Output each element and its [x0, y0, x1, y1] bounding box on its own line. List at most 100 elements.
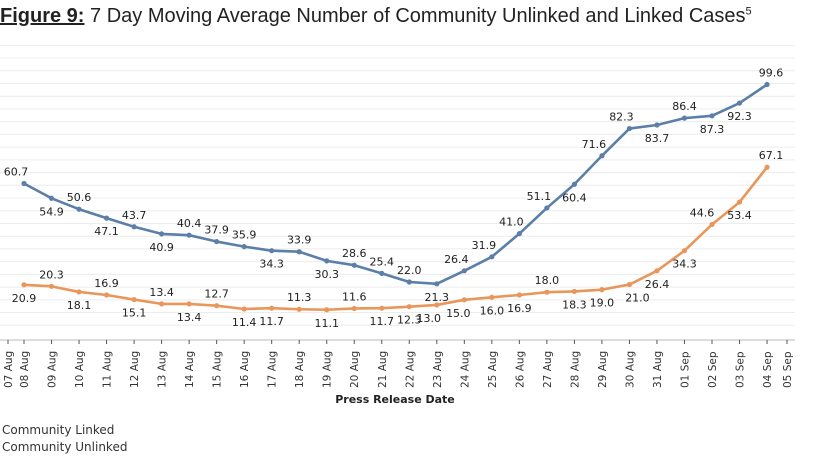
- x-tick-label: 14 Aug: [184, 351, 196, 388]
- data-point: [214, 238, 220, 245]
- data-point: [571, 181, 578, 187]
- data-label: 22.0: [397, 264, 422, 277]
- data-label: 60.7: [4, 166, 29, 179]
- x-tick-label: 29 Aug: [597, 351, 609, 388]
- data-point: [296, 249, 302, 255]
- data-point: [241, 244, 247, 250]
- data-label: 34.3: [259, 258, 284, 271]
- data-label: 28.6: [342, 247, 367, 260]
- data-point: [709, 221, 715, 228]
- data-point: [48, 283, 55, 289]
- data-point: [159, 231, 165, 237]
- legend-item-unlinked: Community Unlinked: [2, 440, 127, 454]
- x-tick-label: 22 Aug: [404, 351, 416, 388]
- legend-item-linked: Community Linked: [2, 423, 114, 437]
- x-tick-label: 23 Aug: [432, 351, 444, 388]
- data-label: 37.9: [204, 224, 229, 237]
- title-text: 7 Day Moving Average Number of Community…: [84, 5, 746, 27]
- data-point: [599, 287, 605, 293]
- data-point: [324, 258, 330, 264]
- x-tick-label: 15 Aug: [212, 351, 224, 388]
- data-label: 41.0: [499, 216, 524, 229]
- data-point: [681, 115, 688, 121]
- data-label: 47.1: [94, 225, 119, 238]
- data-point: [406, 279, 412, 285]
- data-label: 67.1: [759, 149, 784, 162]
- x-tick-label: 20 Aug: [349, 351, 361, 388]
- data-label: 18.0: [535, 274, 560, 287]
- data-point: [709, 113, 715, 119]
- data-label: 86.4: [672, 100, 697, 113]
- data-point: [626, 281, 633, 288]
- data-point: [131, 224, 137, 230]
- data-label: 25.4: [370, 255, 395, 268]
- x-tick-label: 07 Aug: [3, 351, 15, 388]
- data-point: [654, 268, 660, 274]
- data-label: 18.3: [562, 298, 587, 311]
- data-label: 12.3: [397, 314, 422, 327]
- data-point: [434, 302, 440, 308]
- data-point: [21, 282, 27, 288]
- data-point: [324, 307, 330, 313]
- data-point: [159, 301, 165, 307]
- data-point: [103, 292, 110, 298]
- data-label: 16.9: [507, 302, 532, 315]
- figure-number: Figure 9:: [0, 5, 85, 27]
- data-point: [764, 164, 770, 170]
- data-label: 43.7: [122, 209, 147, 222]
- data-point: [351, 262, 357, 268]
- data-label: 21.0: [625, 292, 650, 305]
- data-label: 83.7: [645, 132, 670, 145]
- data-label: 21.3: [425, 291, 450, 304]
- data-point: [269, 305, 275, 311]
- data-point: [76, 289, 82, 295]
- data-point: [351, 305, 357, 312]
- data-label: 26.4: [444, 253, 469, 266]
- data-point: [736, 199, 743, 205]
- data-label: 71.6: [582, 138, 607, 151]
- data-point: [516, 292, 522, 298]
- data-label: 19.0: [590, 297, 615, 310]
- data-label: 82.3: [609, 111, 634, 124]
- data-point: [186, 232, 192, 238]
- data-point: [736, 100, 743, 106]
- x-tick-label: 03 Sep: [735, 351, 747, 388]
- data-label: 54.9: [39, 205, 64, 218]
- data-label: 40.9: [149, 241, 174, 254]
- x-tick-label: 31 Aug: [652, 351, 664, 388]
- data-point: [48, 195, 55, 201]
- data-point: [544, 289, 550, 295]
- data-point: [461, 297, 467, 303]
- data-point: [626, 125, 633, 132]
- data-label: 11.4: [232, 316, 257, 329]
- data-point: [103, 215, 110, 221]
- data-label: 51.1: [527, 190, 552, 203]
- data-label: 15.0: [446, 307, 471, 320]
- data-point: [571, 288, 578, 295]
- x-tick-label: 13 Aug: [157, 351, 169, 388]
- data-point: [131, 296, 137, 303]
- data-label: 40.4: [177, 217, 202, 230]
- data-label: 13.0: [417, 312, 442, 325]
- x-tick-label: 08 Aug: [19, 351, 31, 388]
- data-label: 15.1: [122, 307, 147, 320]
- data-label: 26.4: [645, 278, 670, 291]
- title-footnote: 5: [745, 5, 752, 18]
- data-label: 11.7: [259, 315, 284, 328]
- data-label: 12.7: [204, 288, 229, 301]
- data-label: 16.9: [94, 277, 119, 290]
- data-point: [296, 306, 302, 312]
- data-point: [764, 81, 770, 88]
- data-point: [406, 304, 412, 310]
- data-point: [654, 122, 660, 128]
- data-point: [379, 270, 385, 276]
- data-point: [269, 248, 275, 254]
- x-tick-label: 25 Aug: [487, 351, 499, 388]
- data-label: 18.1: [67, 299, 92, 312]
- x-tick-label: 19 Aug: [322, 351, 334, 388]
- data-label: 11.6: [342, 290, 367, 303]
- x-tick-label: 18 Aug: [294, 351, 306, 388]
- x-tick-label: 24 Aug: [459, 351, 471, 388]
- data-label: 34.3: [672, 258, 697, 271]
- data-label: 92.3: [727, 110, 752, 123]
